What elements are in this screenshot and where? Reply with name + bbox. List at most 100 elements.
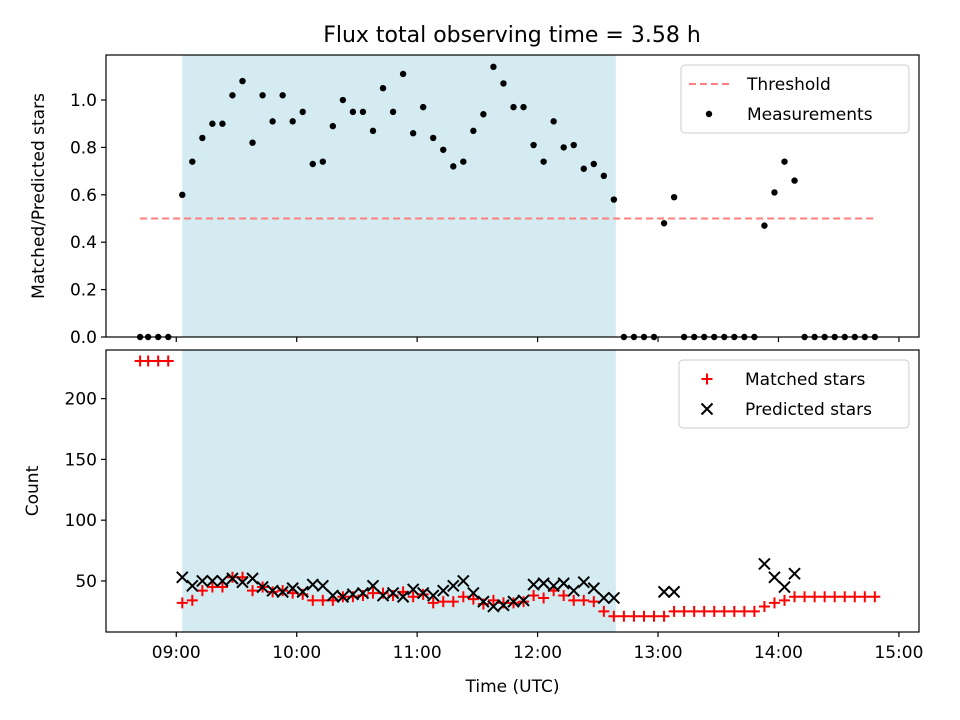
predicted-stars-point: [376, 589, 390, 602]
predicted-stars-point: [577, 575, 590, 589]
matched-stars-point: [216, 581, 228, 593]
predicted-stars-point: [316, 579, 330, 593]
matched-stars-point: [618, 610, 630, 622]
measurement-point: [299, 108, 306, 116]
measurement-point: [319, 158, 326, 165]
predicted-stars-point: [236, 575, 249, 589]
matched-stars-point: [142, 355, 154, 367]
predicted-stars-point: [758, 557, 771, 571]
matched-stars-point: [779, 594, 791, 606]
legend-label: Measurements: [747, 105, 873, 125]
matched-stars-point: [152, 355, 164, 367]
matched-stars-point: [738, 605, 750, 617]
y-tick-label: 100: [65, 511, 97, 531]
y-axis-label: Count: [23, 465, 43, 516]
measurement-point: [379, 84, 387, 92]
predicted-stars-point: [416, 586, 430, 600]
measurement-point: [660, 220, 668, 227]
measurement-point: [490, 63, 497, 71]
measurement-point: [369, 127, 377, 135]
predicted-stars-point: [426, 589, 440, 602]
predicted-stars-point: [587, 582, 601, 595]
matched-stars-point: [568, 594, 580, 606]
matched-stars-point: [849, 591, 861, 603]
measurement-point: [349, 108, 357, 116]
legend: Matched stars Predicted stars: [678, 359, 910, 429]
legend-predicted-swatch: [700, 402, 714, 416]
predicted-stars-point: [788, 567, 801, 580]
measurement-point: [329, 122, 337, 130]
matched-stars-point: [467, 593, 479, 605]
matched-stars-point: [206, 581, 218, 593]
measurement-point: [610, 196, 618, 203]
predicted-stars-point: [537, 577, 550, 590]
y-tick-label: 1.0: [70, 91, 97, 111]
measurement-point: [580, 165, 587, 172]
predicted-stars-point: [306, 578, 319, 591]
predicted-stars-point: [346, 588, 360, 601]
predicted-stars-point: [406, 583, 420, 596]
matched-stars-point: [648, 610, 660, 622]
matched-stars-point: [437, 596, 449, 608]
predicted-stars-point: [507, 595, 520, 608]
x-tick-label: 09:00: [152, 643, 201, 663]
matched-stars-point: [598, 605, 610, 617]
predicted-stars-point: [457, 574, 470, 588]
matched-stars-point: [638, 610, 650, 622]
matched-stars-point: [728, 605, 740, 617]
top-panel-ratio: 0.0 0.2 0.4 0.6 0.8 1.0 Matched/Predicted star…: [29, 54, 920, 348]
matched-stars-point: [578, 594, 590, 606]
predicted-stars-point: [286, 582, 299, 595]
measurement-point: [430, 134, 437, 142]
x-tick-label: 10:00: [272, 643, 321, 663]
observing-window-span: [182, 55, 616, 337]
chart-title: Flux total observing time = 3.58 h: [323, 23, 701, 48]
measurement-point: [590, 160, 597, 168]
predicted-stars-point: [386, 586, 400, 600]
predicted-stars-point: [477, 595, 490, 608]
matched-stars-point: [758, 600, 770, 612]
legend: Threshold Measurements: [680, 64, 910, 134]
predicted-stars-point: [667, 585, 681, 599]
predicted-stars-point: [517, 594, 530, 607]
matched-stars-point: [457, 591, 469, 603]
measurement-point: [289, 118, 296, 125]
measurement-point: [670, 193, 678, 201]
measurement-point: [450, 163, 457, 170]
legend-matched-swatch: [701, 373, 713, 385]
measurement-point: [500, 80, 507, 87]
predicted-stars-point: [196, 574, 209, 588]
predicted-stars-point: [527, 578, 540, 591]
x-tick-label: 11:00: [393, 643, 442, 663]
predicted-stars-point: [778, 580, 791, 594]
measurement-point: [520, 103, 527, 111]
predicted-stars-point: [366, 579, 380, 593]
predicted-stars-point: [176, 571, 189, 584]
measurement-point: [470, 127, 477, 135]
measurement-point: [409, 130, 417, 137]
predicted-stars-point: [186, 579, 199, 593]
measurement-point: [791, 177, 798, 184]
measurement-point: [279, 92, 286, 99]
matched-stars-point: [809, 591, 821, 603]
axes-frame: [105, 349, 920, 633]
predicted-stars-point: [256, 580, 269, 594]
y-tick-label: 200: [65, 390, 97, 410]
measurement-point: [249, 139, 256, 146]
matched-stars-point: [839, 591, 851, 603]
measurement-point: [600, 172, 608, 180]
predicted-stars-point: [447, 579, 460, 593]
y-tick-label: 0.6: [70, 186, 97, 206]
matched-stars-point: [688, 605, 700, 617]
measurement-point: [570, 141, 577, 149]
measurement-point: [399, 70, 407, 78]
bottom-panel-counts: 50 100 150 200 09:00 10:00 11:00 12:00 13:00 14:0…: [23, 349, 923, 697]
matched-stars-point: [528, 590, 540, 602]
measurement-point: [761, 222, 768, 229]
predicted-stars-point: [467, 586, 480, 600]
matched-stars-point: [668, 605, 680, 617]
matched-stars-point: [447, 596, 459, 608]
matched-stars-point: [768, 597, 780, 609]
predicted-stars-point: [226, 572, 239, 585]
